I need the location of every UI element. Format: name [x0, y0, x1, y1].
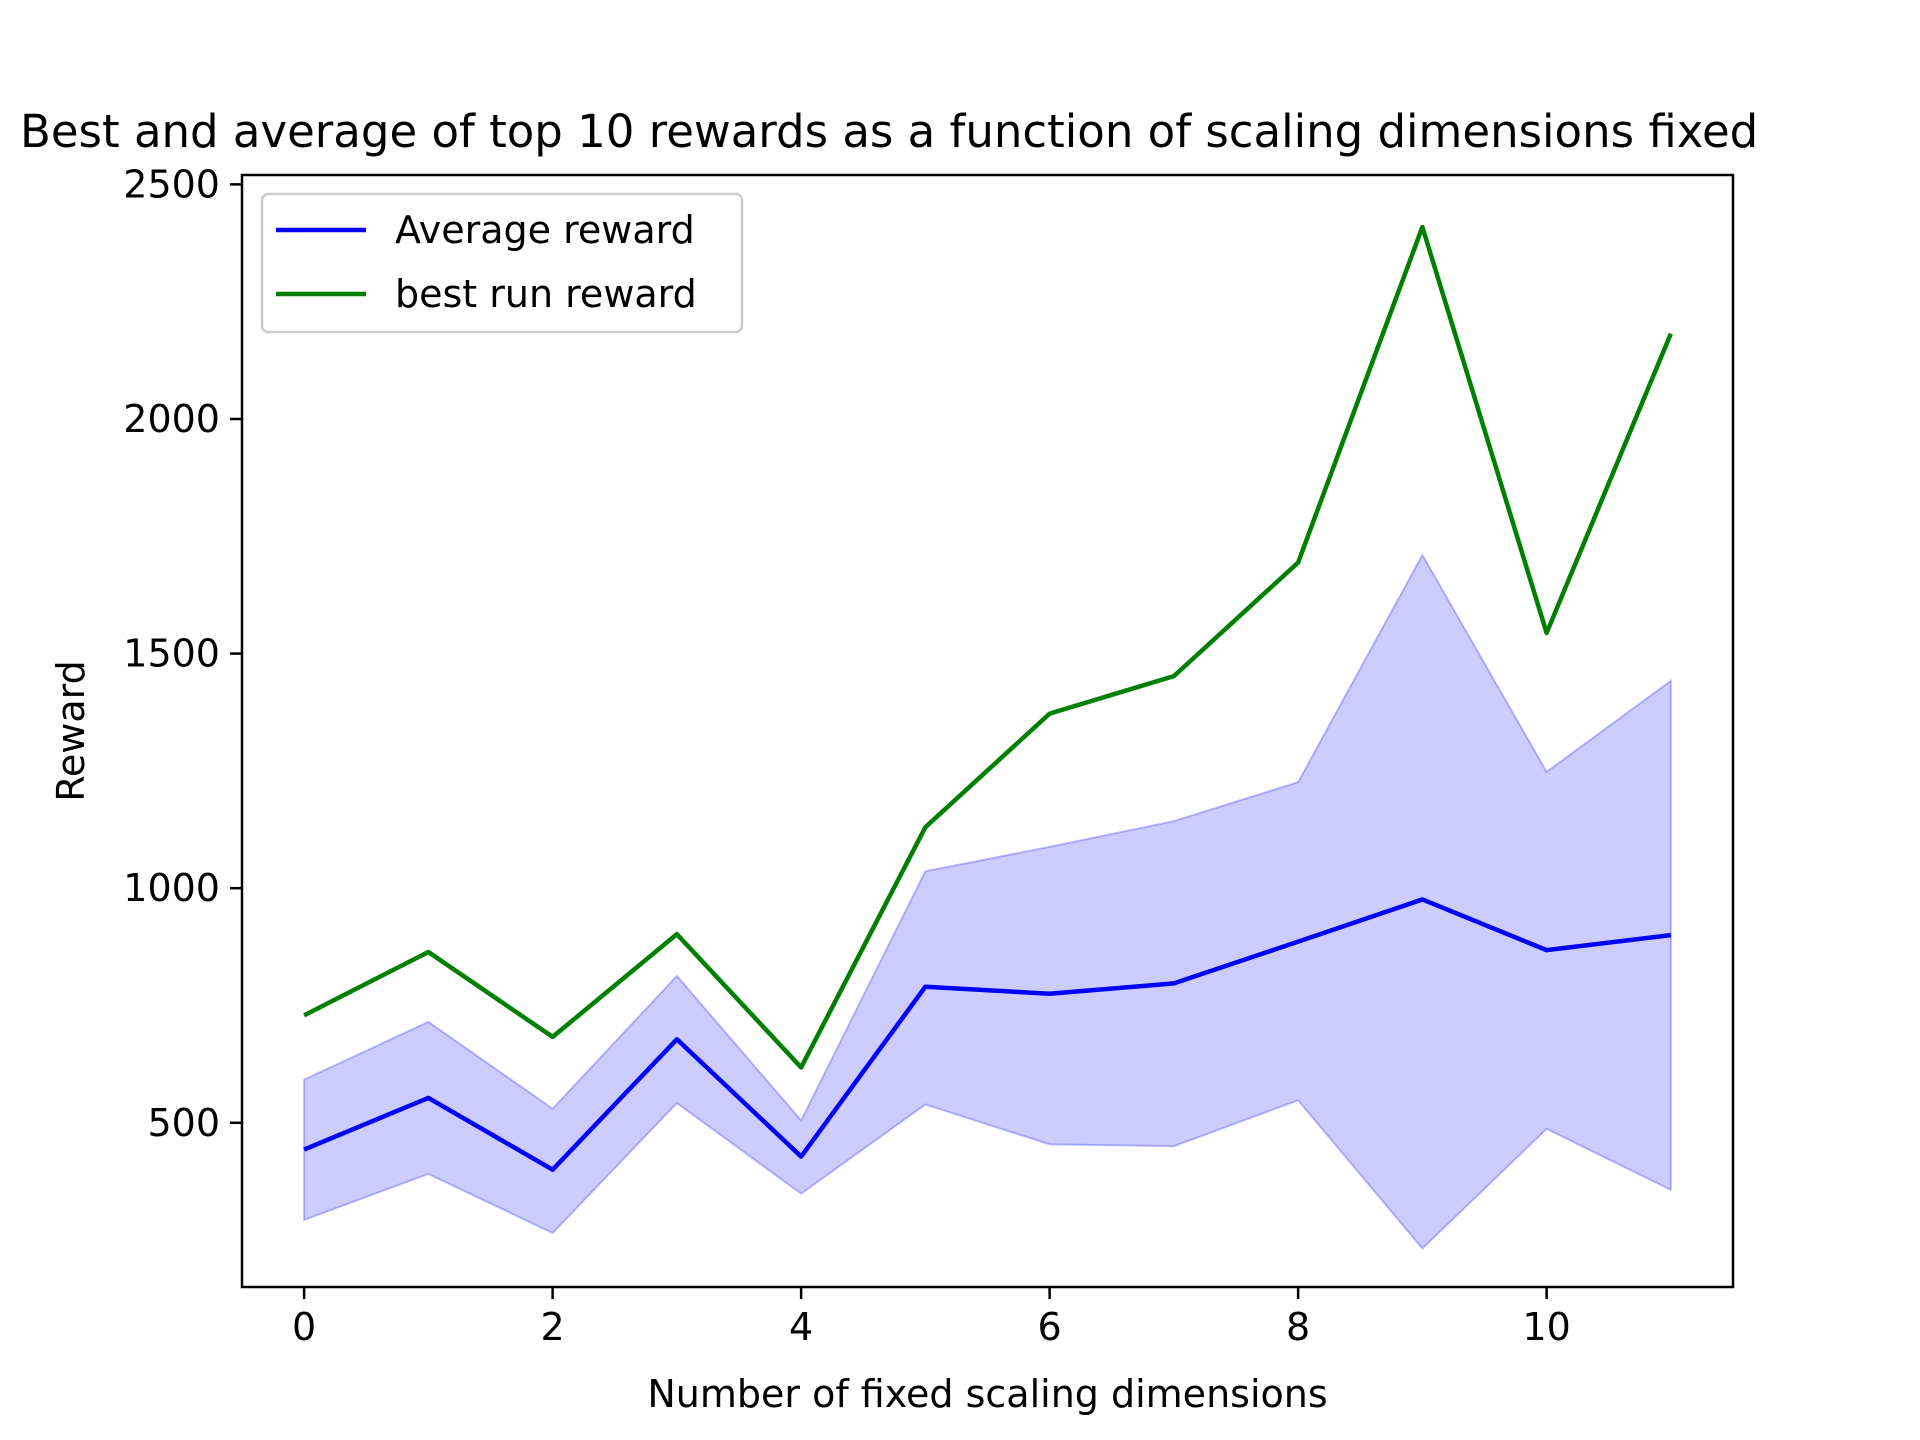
x-tick-label: 6: [1038, 1305, 1062, 1349]
y-tick-label: 2500: [123, 162, 220, 206]
x-tick-label: 2: [541, 1305, 565, 1349]
y-tick-label: 500: [147, 1101, 220, 1145]
x-tick-label: 4: [789, 1305, 813, 1349]
chart-title: Best and average of top 10 rewards as a …: [20, 105, 1758, 158]
plot-area: [303, 224, 1673, 1250]
legend-box: [260, 192, 744, 334]
x-tick-label: 0: [292, 1305, 316, 1349]
x-axis: 0 2 4 6 8 10: [292, 1287, 1571, 1349]
x-tick-label: 8: [1286, 1305, 1310, 1349]
axes-frame: [240, 173, 1735, 1289]
legend-label-average-reward: Average reward: [395, 208, 695, 252]
legend-label-best-run-reward: best run reward: [395, 272, 697, 316]
average-reward-band: [303, 553, 1672, 1250]
y-tick-label: 1000: [123, 866, 220, 910]
y-axis-label: Reward: [49, 660, 93, 802]
best-run-reward-line: [303, 224, 1673, 1070]
legend: Average reward best run reward: [260, 192, 744, 334]
x-tick-label: 10: [1522, 1305, 1570, 1349]
x-axis-label: Number of fixed scaling dimensions: [647, 1372, 1327, 1416]
y-tick-label: 1500: [123, 632, 220, 676]
y-axis: 500 1000 1500 2000 2500: [123, 162, 242, 1145]
average-reward-line: [303, 897, 1672, 1172]
y-tick-label: 2000: [123, 397, 220, 441]
